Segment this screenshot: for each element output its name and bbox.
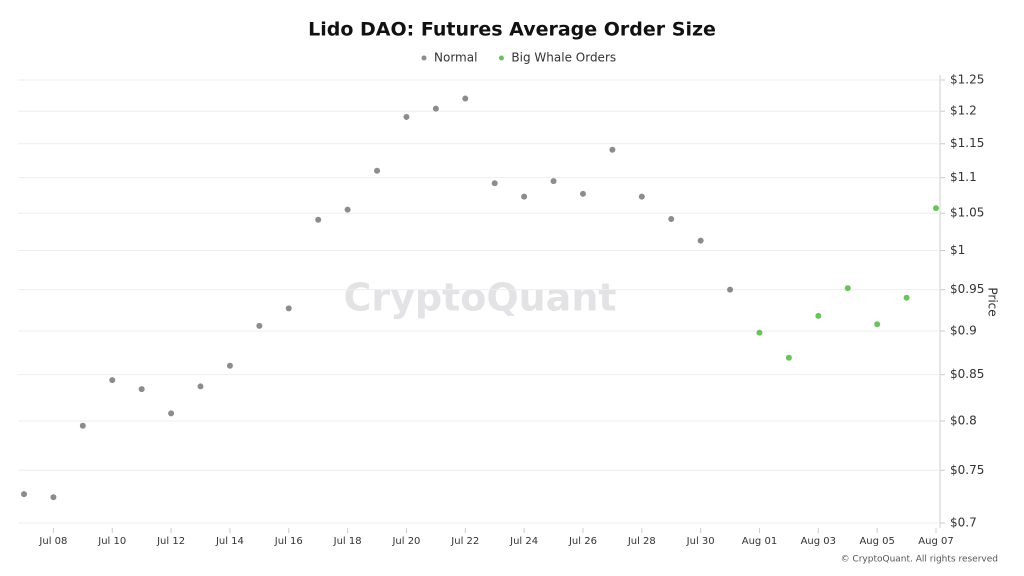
y-tick-label: $1.15 <box>950 136 984 150</box>
x-tick-label: Jul 28 <box>627 536 656 547</box>
data-point <box>374 167 381 174</box>
x-tick-label: Jul 10 <box>97 536 126 547</box>
data-point <box>785 354 792 361</box>
data-point <box>815 312 822 319</box>
data-point <box>50 494 57 501</box>
x-tick-label: Aug 03 <box>801 536 836 547</box>
data-point <box>550 178 557 185</box>
data-point <box>21 491 27 498</box>
data-point <box>462 95 469 102</box>
x-tick-label: Jul 16 <box>274 536 303 547</box>
y-tick-label: $1.1 <box>950 170 977 184</box>
data-point <box>344 206 351 213</box>
data-point <box>903 294 910 301</box>
y-tick-label: $0.75 <box>950 463 984 477</box>
data-point <box>579 190 586 197</box>
legend-label: Big Whale Orders <box>511 51 616 65</box>
data-point <box>138 386 145 393</box>
x-tick-label: Jul 18 <box>333 536 362 547</box>
data-point <box>697 237 704 244</box>
data-point <box>197 383 204 390</box>
x-tick-label: Jul 22 <box>450 536 479 547</box>
footer: © CryptoQuant. All rights reserved <box>841 555 998 565</box>
data-point <box>403 113 410 120</box>
y-tick-label: $0.8 <box>950 413 977 427</box>
data-point <box>285 305 292 312</box>
x-tick-label: Jul 24 <box>509 536 538 547</box>
y-axis-label: Price <box>986 287 1000 316</box>
x-tick-label: Jul 30 <box>686 536 715 547</box>
x-tick-label: Jul 12 <box>156 536 185 547</box>
y-tick-label: $0.7 <box>950 516 977 530</box>
chart-title: Lido DAO: Futures Average Order Size <box>308 19 716 41</box>
legend-marker <box>498 55 504 61</box>
x-tick-label: Jul 26 <box>568 536 597 547</box>
y-tick-label: $0.9 <box>950 323 977 337</box>
x-tick-label: Aug 05 <box>859 536 894 547</box>
x-tick-label: Jul 08 <box>38 536 67 547</box>
data-point <box>79 422 86 429</box>
data-point <box>491 180 498 187</box>
y-tick-label: $0.85 <box>950 367 984 381</box>
data-point <box>844 285 851 292</box>
data-point <box>933 205 939 212</box>
data-point <box>609 146 616 153</box>
data-point <box>668 216 675 223</box>
data-point <box>109 377 116 384</box>
data-point <box>874 321 881 328</box>
x-tick-label: Jul 14 <box>215 536 244 547</box>
data-point <box>638 193 645 200</box>
data-point <box>432 105 439 112</box>
x-tick-label: Aug 07 <box>918 536 953 547</box>
x-tick-label: Aug 01 <box>742 536 777 547</box>
data-point <box>256 322 263 329</box>
data-point <box>756 329 763 336</box>
y-tick-label: $1.25 <box>950 73 984 87</box>
data-point <box>727 286 734 293</box>
y-tick-label: $0.95 <box>950 282 984 296</box>
data-point <box>521 193 528 200</box>
x-tick-label: Jul 20 <box>391 536 420 547</box>
legend-marker <box>421 55 427 61</box>
data-point <box>168 410 175 417</box>
data-point <box>315 216 322 223</box>
y-tick-label: $1 <box>950 243 965 257</box>
data-point <box>226 362 233 369</box>
y-tick-label: $1.05 <box>950 206 984 220</box>
watermark: CryptoQuant <box>343 276 616 320</box>
legend-label: Normal <box>434 51 477 65</box>
y-tick-label: $1.2 <box>950 104 977 118</box>
